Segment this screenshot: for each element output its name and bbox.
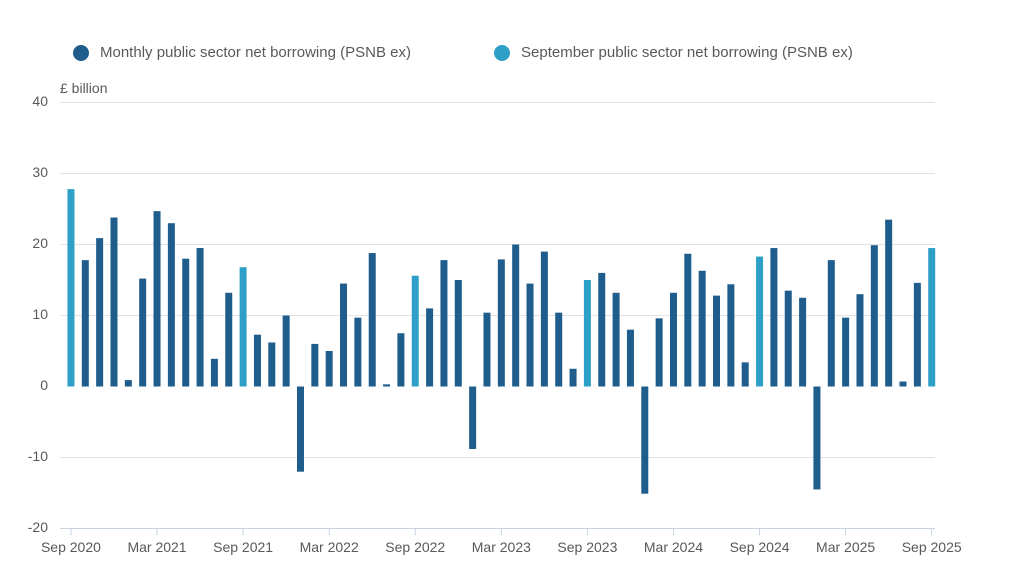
- svg-text:40: 40: [32, 93, 48, 109]
- svg-text:Mar 2025: Mar 2025: [816, 539, 875, 555]
- svg-text:Mar 2023: Mar 2023: [472, 539, 531, 555]
- svg-text:10: 10: [32, 306, 48, 322]
- svg-text:Sep 2020: Sep 2020: [41, 539, 101, 555]
- svg-text:Mar 2024: Mar 2024: [644, 539, 703, 555]
- svg-text:Sep 2022: Sep 2022: [385, 539, 445, 555]
- svg-text:0: 0: [40, 377, 48, 393]
- svg-text:Mar 2021: Mar 2021: [127, 539, 186, 555]
- svg-text:-10: -10: [28, 448, 48, 464]
- svg-text:Sep 2023: Sep 2023: [557, 539, 617, 555]
- svg-text:30: 30: [32, 164, 48, 180]
- svg-text:20: 20: [32, 235, 48, 251]
- svg-text:-20: -20: [28, 519, 48, 535]
- svg-text:Mar 2022: Mar 2022: [300, 539, 359, 555]
- svg-text:Sep 2021: Sep 2021: [213, 539, 273, 555]
- svg-text:Sep 2025: Sep 2025: [902, 539, 962, 555]
- svg-text:Sep 2024: Sep 2024: [730, 539, 790, 555]
